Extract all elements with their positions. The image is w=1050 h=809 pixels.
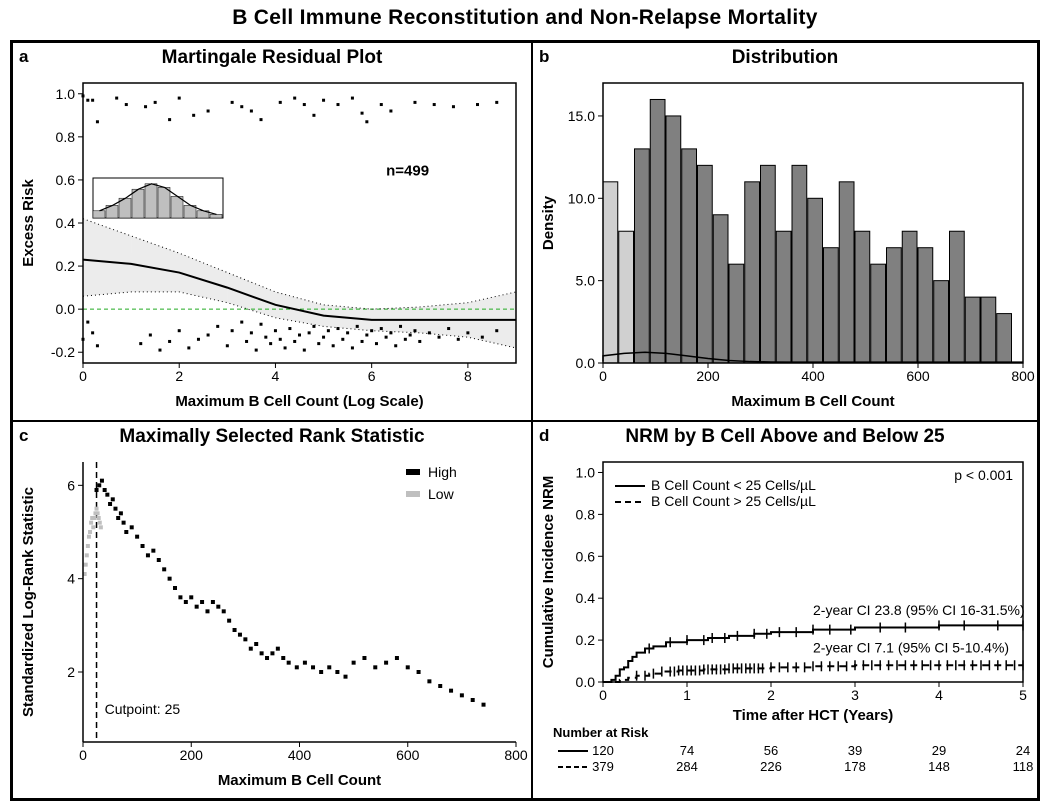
svg-text:4: 4 — [272, 368, 280, 384]
svg-text:400: 400 — [801, 368, 825, 384]
svg-text:1.0: 1.0 — [56, 86, 76, 102]
svg-text:74: 74 — [680, 743, 694, 758]
svg-text:8: 8 — [464, 368, 472, 384]
svg-text:15.0: 15.0 — [568, 108, 595, 124]
svg-text:56: 56 — [764, 743, 778, 758]
svg-text:200: 200 — [696, 368, 720, 384]
svg-text:0.0: 0.0 — [576, 355, 596, 371]
svg-text:6: 6 — [67, 477, 75, 493]
svg-text:n=499: n=499 — [386, 163, 429, 180]
panel-c-title: Maximally Selected Rank Statistic — [13, 426, 531, 448]
svg-text:2: 2 — [767, 687, 775, 703]
svg-text:800: 800 — [1011, 368, 1035, 384]
panel-c-chart: 0 200 400 600 800 2 4 6 Maximum B Cell Count Stan… — [13, 422, 531, 797]
svg-text:379: 379 — [592, 759, 614, 774]
svg-text:Density: Density — [540, 195, 557, 250]
svg-text:6: 6 — [368, 368, 376, 384]
panel-a-chart: 0 2 4 6 8 -0.2 0.0 0.2 0.4 0.6 0.8 1.0 Maximum B Cel… — [13, 43, 531, 418]
svg-text:2-year CI 7.1 (95% CI 5-10.4%): 2-year CI 7.1 (95% CI 5-10.4%) — [813, 639, 1009, 655]
svg-text:10.0: 10.0 — [568, 190, 595, 206]
svg-text:B Cell Count < 25 Cells/µL: B Cell Count < 25 Cells/µL — [651, 477, 816, 493]
svg-text:148: 148 — [928, 759, 950, 774]
svg-text:200: 200 — [180, 747, 204, 763]
panel-d-chart: 0 1 2 3 4 5 0.0 0.2 0.4 0.6 0.8 1.0 Time after HCT (… — [533, 422, 1038, 797]
svg-text:0.0: 0.0 — [56, 301, 76, 317]
svg-text:178: 178 — [844, 759, 866, 774]
figure: B Cell Immune Reconstitution and Non-Rel… — [0, 0, 1050, 809]
svg-text:400: 400 — [288, 747, 312, 763]
svg-text:2: 2 — [67, 664, 75, 680]
svg-text:0.8: 0.8 — [56, 129, 76, 145]
svg-text:0.8: 0.8 — [576, 506, 596, 522]
svg-text:2: 2 — [175, 368, 183, 384]
svg-text:4: 4 — [935, 687, 943, 703]
svg-text:0: 0 — [79, 747, 87, 763]
svg-text:Number at Risk: Number at Risk — [553, 725, 649, 740]
svg-text:39: 39 — [848, 743, 862, 758]
svg-text:3: 3 — [851, 687, 859, 703]
svg-text:0.6: 0.6 — [56, 172, 76, 188]
svg-text:Standardized Log-Rank Statisti: Standardized Log-Rank Statistic — [20, 486, 37, 716]
svg-text:226: 226 — [760, 759, 782, 774]
svg-text:Cutpoint: 25: Cutpoint: 25 — [105, 701, 181, 717]
svg-text:1.0: 1.0 — [576, 464, 596, 480]
svg-text:p < 0.001: p < 0.001 — [954, 467, 1013, 483]
svg-text:5.0: 5.0 — [576, 273, 596, 289]
svg-text:High: High — [428, 464, 457, 480]
panel-a: a Martingale Residual Plot 02468-0.20.00… — [12, 42, 532, 421]
svg-text:Time after HCT (Years): Time after HCT (Years) — [733, 707, 894, 724]
panel-d: d NRM by B Cell Above and Below 25 01234… — [532, 421, 1038, 800]
main-title: B Cell Immune Reconstitution and Non-Rel… — [0, 6, 1050, 30]
svg-text:1: 1 — [683, 687, 691, 703]
svg-text:Maximum B Cell Count: Maximum B Cell Count — [218, 772, 381, 789]
panel-a-title: Martingale Residual Plot — [13, 47, 531, 69]
svg-text:600: 600 — [906, 368, 930, 384]
panel-c: c Maximally Selected Rank Statistic 0200… — [12, 421, 532, 800]
svg-text:B Cell Count > 25 Cells/µL: B Cell Count > 25 Cells/µL — [651, 493, 816, 509]
svg-text:-0.2: -0.2 — [51, 344, 75, 360]
svg-text:Maximum B Cell Count: Maximum B Cell Count — [731, 393, 894, 410]
svg-text:0.2: 0.2 — [56, 258, 76, 274]
svg-text:0.6: 0.6 — [576, 548, 596, 564]
svg-text:0.2: 0.2 — [576, 632, 596, 648]
svg-text:Cumulative Incidence NRM: Cumulative Incidence NRM — [540, 475, 557, 668]
svg-text:0.0: 0.0 — [576, 674, 596, 690]
svg-text:284: 284 — [676, 759, 698, 774]
svg-text:120: 120 — [592, 743, 614, 758]
svg-text:24: 24 — [1016, 743, 1030, 758]
svg-text:0.4: 0.4 — [576, 590, 596, 606]
panel-b-title: Distribution — [533, 47, 1037, 69]
panel-d-title: NRM by B Cell Above and Below 25 — [533, 426, 1037, 448]
svg-text:600: 600 — [396, 747, 420, 763]
svg-text:29: 29 — [932, 743, 946, 758]
svg-text:2-year CI 23.8 (95% CI 16-31.5: 2-year CI 23.8 (95% CI 16-31.5%) — [813, 601, 1025, 617]
svg-text:Excess Risk: Excess Risk — [20, 179, 37, 267]
svg-text:0: 0 — [599, 368, 607, 384]
svg-text:5: 5 — [1019, 687, 1027, 703]
svg-text:4: 4 — [67, 570, 75, 586]
svg-text:118: 118 — [1013, 759, 1034, 774]
svg-text:Low: Low — [428, 486, 455, 502]
svg-text:Maximum B Cell Count (Log Scal: Maximum B Cell Count (Log Scale) — [175, 393, 423, 410]
panel-b: b Distribution 02004006008000.05.010.015… — [532, 42, 1038, 421]
panels-grid: a Martingale Residual Plot 02468-0.20.00… — [10, 40, 1040, 801]
svg-text:0: 0 — [599, 687, 607, 703]
svg-text:0.4: 0.4 — [56, 215, 76, 231]
panel-b-chart: 0 200 400 600 800 0.0 5.0 10.0 15.0 Maximum B Cel… — [533, 43, 1038, 418]
svg-text:0: 0 — [79, 368, 87, 384]
svg-text:800: 800 — [504, 747, 528, 763]
